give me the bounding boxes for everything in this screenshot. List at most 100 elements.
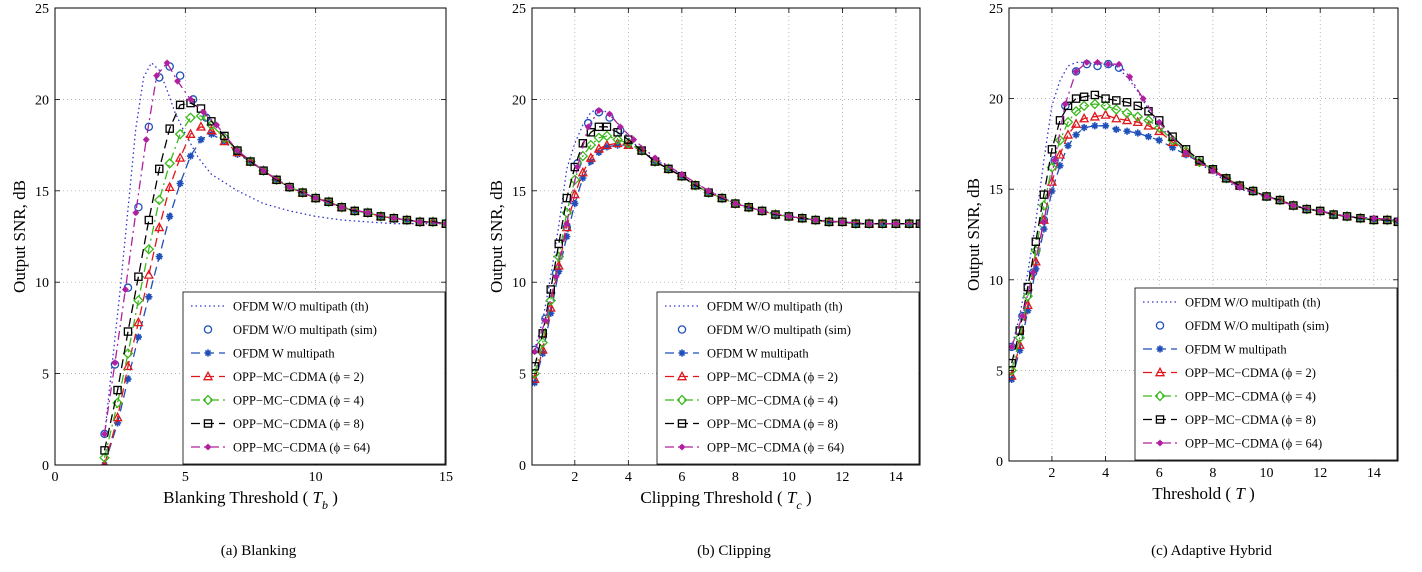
series-point — [1289, 201, 1298, 210]
panel-caption: (b) Clipping — [697, 543, 771, 559]
series-point — [585, 152, 596, 162]
x-axis-label-symbol: T — [1235, 484, 1246, 503]
series-point — [101, 430, 108, 438]
series-point-cross — [563, 220, 570, 227]
legend-item: OPP−MC−CDMA (ϕ = 2) — [191, 370, 364, 384]
series-point — [143, 136, 150, 143]
series-point — [113, 419, 122, 427]
series-point — [1156, 118, 1163, 126]
series-point — [1040, 218, 1048, 226]
series-point — [1071, 94, 1081, 103]
series-point-cross — [678, 171, 686, 178]
series-line — [103, 61, 446, 436]
series-point-cross — [1105, 60, 1112, 68]
series-point — [1342, 212, 1352, 221]
series-point — [690, 181, 700, 190]
y-tick-label: 5 — [996, 364, 1003, 379]
series-line — [103, 61, 446, 434]
series-point — [732, 200, 739, 207]
legend-marker — [202, 394, 214, 406]
series-point — [1030, 256, 1041, 266]
series-point-cross — [364, 209, 371, 216]
legend-marker — [203, 419, 213, 428]
series-point — [1101, 94, 1110, 103]
series-point — [144, 215, 154, 225]
series-point-cross — [584, 123, 592, 131]
legend-label: OPP−MC−CDMA (ϕ = 8) — [1185, 413, 1316, 427]
x-tick-label: 8 — [1209, 466, 1216, 481]
series-point — [785, 213, 793, 220]
series-1 — [1011, 61, 1398, 347]
series-point — [612, 134, 623, 145]
series-point-cross — [122, 286, 129, 293]
series-point — [546, 285, 555, 294]
legend-item: OPP−MC−CDMA (ϕ = 64) — [665, 441, 844, 455]
y-tick-label: 15 — [35, 185, 49, 200]
legend-item: OPP−MC−CDMA (ϕ = 4) — [665, 394, 838, 408]
series-point — [298, 188, 307, 197]
series-point — [175, 100, 185, 110]
y-tick-label: 25 — [989, 2, 1003, 17]
series-point-cross — [187, 96, 194, 103]
series-line — [1011, 61, 1398, 347]
series-point — [200, 108, 207, 116]
series-point — [195, 121, 207, 131]
series-point — [586, 128, 596, 137]
series-point — [744, 203, 753, 212]
legend-item: OFDM W/O multipath (sim) — [1155, 319, 1329, 333]
legend-item: OFDM W/O multipath (sim) — [677, 323, 851, 337]
series-point — [174, 128, 186, 140]
legend-item: OPP−MC−CDMA (ϕ = 2) — [665, 370, 838, 384]
series-point — [630, 136, 637, 143]
series-point — [1014, 332, 1026, 344]
series-point — [553, 251, 565, 262]
series-point — [823, 216, 835, 228]
legend-label: OPP−MC−CDMA (ϕ = 64) — [233, 441, 370, 455]
series-point — [1343, 213, 1351, 220]
series-point-cross — [574, 163, 581, 171]
y-tick-label: 10 — [512, 276, 526, 291]
series-point — [890, 218, 902, 230]
series-point — [1046, 176, 1058, 186]
y-tick-label: 15 — [512, 185, 526, 200]
series-point — [1370, 214, 1378, 222]
series-point — [1262, 192, 1271, 201]
chart-panel-a: 0 5 10 15 0 5 10 15 20 25 Output SNR, dB Blanking T… — [10, 2, 453, 559]
series-point — [532, 368, 540, 379]
legend-label: OFDM W/O multipath (sim) — [1185, 319, 1329, 333]
series-point-cross — [1317, 207, 1324, 215]
series-point — [1078, 100, 1090, 112]
series-point — [1090, 90, 1100, 100]
legend-label: OPP−MC−CDMA (ϕ = 8) — [233, 417, 364, 431]
series-point — [1143, 115, 1154, 126]
series-point — [584, 123, 592, 131]
series-point — [1168, 132, 1177, 141]
series-point — [796, 212, 808, 224]
series-point — [602, 122, 612, 132]
x-tick-label: 10 — [782, 470, 796, 485]
series-point-cross — [1343, 213, 1351, 220]
x-tick-label: 12 — [1313, 466, 1327, 481]
legend-item: OPP−MC−CDMA (ϕ = 4) — [191, 394, 364, 408]
series-point — [1100, 100, 1111, 112]
series-7 — [1009, 59, 1398, 351]
series-point-cross — [312, 194, 319, 202]
series-point — [1051, 157, 1058, 164]
series-7 — [101, 59, 446, 438]
series-point — [1054, 149, 1066, 159]
series-point — [1356, 213, 1365, 223]
series-point — [260, 167, 267, 174]
series-point — [272, 175, 281, 185]
series-point-cross — [1040, 218, 1048, 226]
series-point-cross — [892, 220, 900, 227]
x-axis-label-subscript: c — [796, 498, 802, 512]
x-tick-label: 8 — [732, 470, 739, 485]
series-point — [442, 220, 446, 227]
series-point — [401, 214, 413, 226]
legend-box — [656, 291, 920, 465]
series-point — [1089, 111, 1100, 121]
legend-label: OFDM W/O multipath (sim) — [707, 323, 851, 337]
series-point — [232, 145, 243, 156]
series-point-cross — [1290, 202, 1297, 209]
y-tick-label: 20 — [512, 93, 526, 108]
